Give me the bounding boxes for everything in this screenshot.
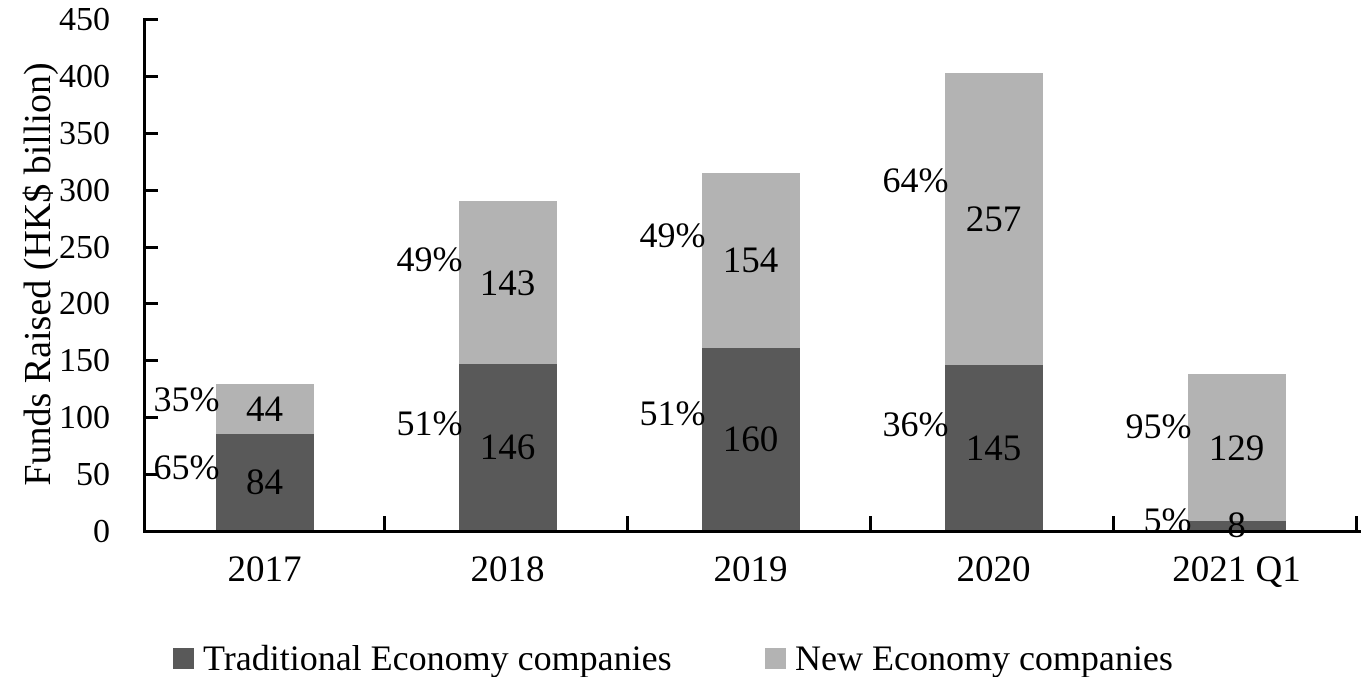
y-tick-label: 50 [76,456,110,494]
percent-label: 64% [882,159,949,200]
y-tick-label: 0 [93,513,110,550]
value-label: 143 [479,262,536,304]
value-label: 257 [965,198,1022,240]
x-tick-mark [1112,516,1115,530]
value-label: 154 [722,240,779,282]
legend-swatch-icon [173,647,194,669]
y-tick-label: 200 [59,285,110,323]
x-tick-mark [626,516,629,530]
y-tick-label: 350 [59,114,110,152]
value-label: 160 [722,418,779,460]
bar-segment-traditional-2019 [701,347,800,530]
percent-label: 49% [396,239,463,279]
value-label: 84 [246,462,283,504]
legend-label: Traditional Economy companies [203,638,672,677]
y-tick-label: 150 [59,342,110,380]
bar-segment-new-2021-Q1 [1187,374,1286,521]
value-label: 8 [1227,505,1246,547]
y-tick-label: 100 [59,399,110,437]
x-tick-mark [1355,516,1358,530]
percent-label: 5% [1143,500,1192,541]
x-tick-mark [869,516,872,530]
y-tick-mark [146,245,158,249]
y-tick-label: 250 [59,228,110,266]
bar-segment-traditional-2020 [944,365,1043,530]
y-tick-mark [146,188,158,192]
percent-label: 49% [639,215,706,256]
percent-label: 35% [153,379,220,420]
bar-segment-new-2020 [944,72,1043,366]
percent-label: 51% [396,403,463,443]
y-tick-mark [146,416,158,420]
y-tick-label: 300 [59,171,110,209]
bar-segment-new-2017 [215,384,314,435]
x-category-label: 2017 [227,549,302,590]
percent-label: 36% [882,403,949,444]
x-category-label: 2021 Q1 [1172,549,1301,590]
y-tick-mark [146,18,158,21]
x-tick-mark [383,516,386,530]
y-tick-label: 450 [59,1,110,38]
percent-label: 95% [1125,405,1192,446]
bar-segment-new-2019 [701,172,800,348]
x-category-label: 2019 [713,549,788,590]
legend-item-traditional: Traditional Economy companies [173,638,672,677]
y-tick-mark [146,131,158,135]
legend-swatch-icon [765,647,786,669]
percent-label: 51% [639,393,706,434]
y-tick-mark [146,473,158,477]
y-tick-mark [146,74,158,78]
y-tick-mark [146,302,158,306]
percent-label: 65% [153,446,220,487]
bar-segment-traditional-2018 [458,363,557,530]
bar-segment-traditional-2017 [215,434,314,530]
legend-label: New Economy companies [795,638,1173,677]
x-axis-line [143,530,1361,533]
y-tick-mark [146,530,158,533]
x-category-label: 2020 [956,549,1031,590]
y-axis-line [143,18,146,533]
value-label: 129 [1208,427,1265,469]
x-category-label: 2018 [470,549,545,590]
y-tick-label: 400 [59,57,110,95]
value-label: 145 [965,427,1022,469]
value-label: 44 [246,389,283,431]
legend-item-new: New Economy companies [765,638,1173,677]
y-tick-mark [146,359,158,363]
bar-segment-new-2018 [458,201,557,364]
value-label: 146 [479,426,536,468]
bar-segment-traditional-2021-Q1 [1187,520,1286,530]
